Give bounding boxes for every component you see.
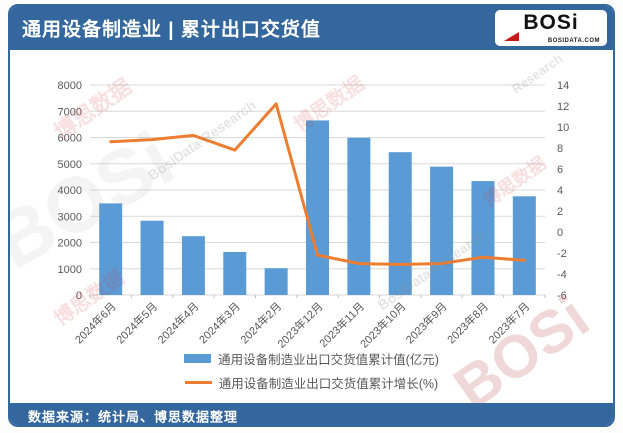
y-axis-label-right: 2	[557, 206, 563, 218]
y-axis-label-right: 14	[557, 80, 569, 92]
y-axis-label-left: 6000	[58, 133, 82, 145]
y-axis-label-right: 4	[557, 185, 563, 197]
y-axis-label-right: -4	[557, 269, 567, 281]
legend-item-bar-series: 通用设备制造业出口交货值累计值(亿元)	[184, 349, 439, 368]
line-series-swatch-icon	[184, 381, 212, 384]
bosi-logo: BOSi BOSIDATA.COM	[495, 10, 607, 46]
page-title: 通用设备制造业 | 累计出口交货值	[22, 19, 321, 41]
bar	[471, 181, 495, 295]
y-axis-label-right: 6	[557, 164, 563, 176]
legend-item-line-series: 通用设备制造业出口交货值累计增长(%)	[184, 373, 439, 392]
x-tick-label: 2023年10月	[357, 299, 408, 349]
legend-label-bar-series: 通用设备制造业出口交货值累计值(亿元)	[218, 353, 439, 367]
x-tick-label: 2024年6月	[72, 299, 119, 346]
x-tick-label: 2023年8月	[444, 299, 491, 346]
x-tick-label: 2024年5月	[113, 299, 160, 346]
bar	[223, 251, 247, 295]
y-axis-label-left: 2000	[58, 238, 82, 250]
y-axis-label-left: 3000	[58, 211, 82, 223]
y-axis-label-left: 7000	[58, 106, 82, 118]
bar	[430, 166, 454, 295]
chart-legend: 通用设备制造业出口交货值累计值(亿元) 通用设备制造业出口交货值累计增长(%)	[10, 349, 613, 392]
logo-site-label: BOSIDATA.COM	[547, 38, 600, 44]
chart-area: 0 1000 2000 3000 4000 5000 6000 7000 8000 -6 -4 -2 0…	[10, 50, 613, 403]
growth-line	[109, 102, 526, 267]
legend-label-line-series: 通用设备制造业出口交货值累计增长(%)	[218, 377, 439, 391]
y-axis-label-right: -6	[557, 290, 567, 302]
x-tick-label: 2023年9月	[403, 299, 450, 346]
data-source: 数据来源：统计局、博思数据整理	[28, 409, 239, 425]
report-card: 通用设备制造业 | 累计出口交货值 BOSi BOSIDATA.COM 0 100…	[8, 4, 615, 427]
bar	[99, 203, 123, 295]
bar	[264, 268, 288, 295]
bar-series-swatch-icon	[184, 354, 212, 363]
y-axis-label-right: 10	[557, 122, 569, 134]
x-tick-label: 2024年4月	[154, 299, 201, 346]
y-axis-label-left: 8000	[58, 80, 82, 92]
bar	[512, 196, 536, 295]
y-axis-label-right: 0	[557, 227, 563, 239]
y-axis-label-left: 1000	[58, 264, 82, 276]
x-tick-label: 2024年3月	[196, 299, 243, 346]
y-axis-label-right: -2	[557, 248, 567, 260]
bar	[306, 120, 329, 295]
bar	[388, 152, 412, 295]
footer-bar: 数据来源：统计局、博思数据整理	[10, 403, 613, 425]
header-bar: 通用设备制造业 | 累计出口交货值 BOSi BOSIDATA.COM	[10, 6, 613, 50]
bar	[181, 236, 205, 295]
y-axis-label-right: 12	[557, 101, 569, 113]
bar	[347, 137, 371, 295]
logo-wordmark: BOSi	[523, 11, 579, 34]
combo-chart: 0 1000 2000 3000 4000 5000 6000 7000 8000 -6 -4 -2 0…	[58, 80, 570, 349]
y-axis-label-left: 4000	[58, 185, 82, 197]
y-axis-label-left: 5000	[58, 159, 82, 171]
y-axis-label-left: 0	[76, 290, 82, 302]
bar	[140, 220, 164, 295]
x-tick-label: 2023年7月	[485, 299, 532, 346]
logo-triangle-icon	[504, 32, 519, 41]
y-axis-label-right: 8	[557, 143, 563, 155]
